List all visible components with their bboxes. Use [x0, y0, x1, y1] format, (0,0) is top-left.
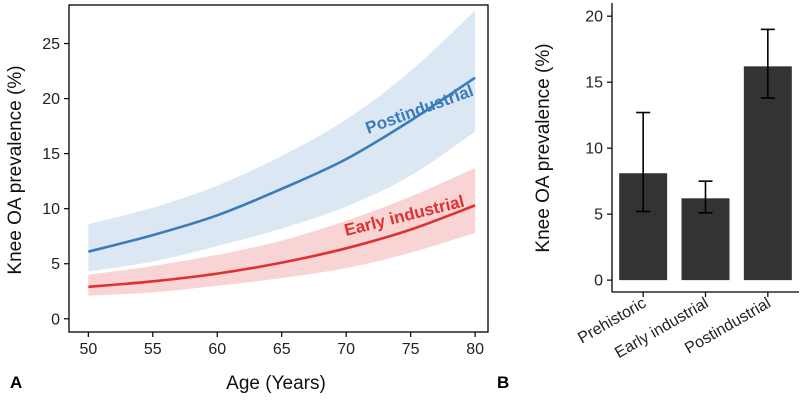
x-tick-label: 50: [79, 341, 97, 358]
error-bar-early-industrial: [698, 180, 713, 214]
x-tick-label: 70: [337, 341, 355, 358]
x-tick-label: 80: [466, 341, 484, 358]
y-tick-label: 5: [594, 207, 603, 224]
panel-a-x-axis-title: Age (Years): [226, 373, 326, 394]
panel-a-x-ticks: 50 55 60 65 70 75 80: [79, 332, 484, 358]
line-early-industrial: [88, 204, 476, 289]
panel-b-bars: [619, 66, 792, 281]
band-postindustrial: [88, 10, 476, 272]
error-bar-prehistoric: [636, 111, 651, 213]
band-early-industrial: [88, 167, 476, 296]
panel-b-y-ticks: 0 5 10 15 20: [585, 9, 612, 290]
y-tick-label: 15: [585, 75, 603, 92]
panel-a-y-ticks: 0 5 10 15 20 25: [42, 36, 69, 328]
y-tick-label: 10: [42, 201, 60, 218]
y-tick-label: 25: [42, 36, 60, 53]
x-tick-label: 65: [273, 341, 291, 358]
error-bar-postindustrial: [760, 28, 775, 99]
x-tick-label: 55: [144, 341, 162, 358]
panel-a-y-axis-title: Knee OA prevalence (%): [5, 65, 26, 274]
x-tick-label: 75: [402, 341, 420, 358]
panel-a-confidence-bands: [88, 10, 476, 296]
y-tick-label: 0: [594, 273, 603, 290]
panel-b-tag: B: [497, 373, 509, 392]
line-postindustrial: [88, 76, 476, 253]
panel-a-tag: A: [10, 373, 22, 392]
y-tick-label: 5: [51, 256, 60, 273]
bar-postindustrial: [743, 66, 792, 281]
y-tick-label: 15: [42, 146, 60, 163]
y-tick-label: 10: [585, 141, 603, 158]
panel-a-plot-frame: [68, 4, 489, 333]
panel-b-y-axis-title: Knee OA prevalence (%): [533, 43, 554, 252]
x-tick-label: 60: [208, 341, 226, 358]
panel-b-error-bars: [636, 28, 775, 214]
y-tick-label: 0: [51, 311, 60, 328]
panel-a-series-lines: [88, 76, 476, 289]
y-tick-label: 20: [585, 9, 603, 26]
y-tick-label: 20: [42, 91, 60, 108]
